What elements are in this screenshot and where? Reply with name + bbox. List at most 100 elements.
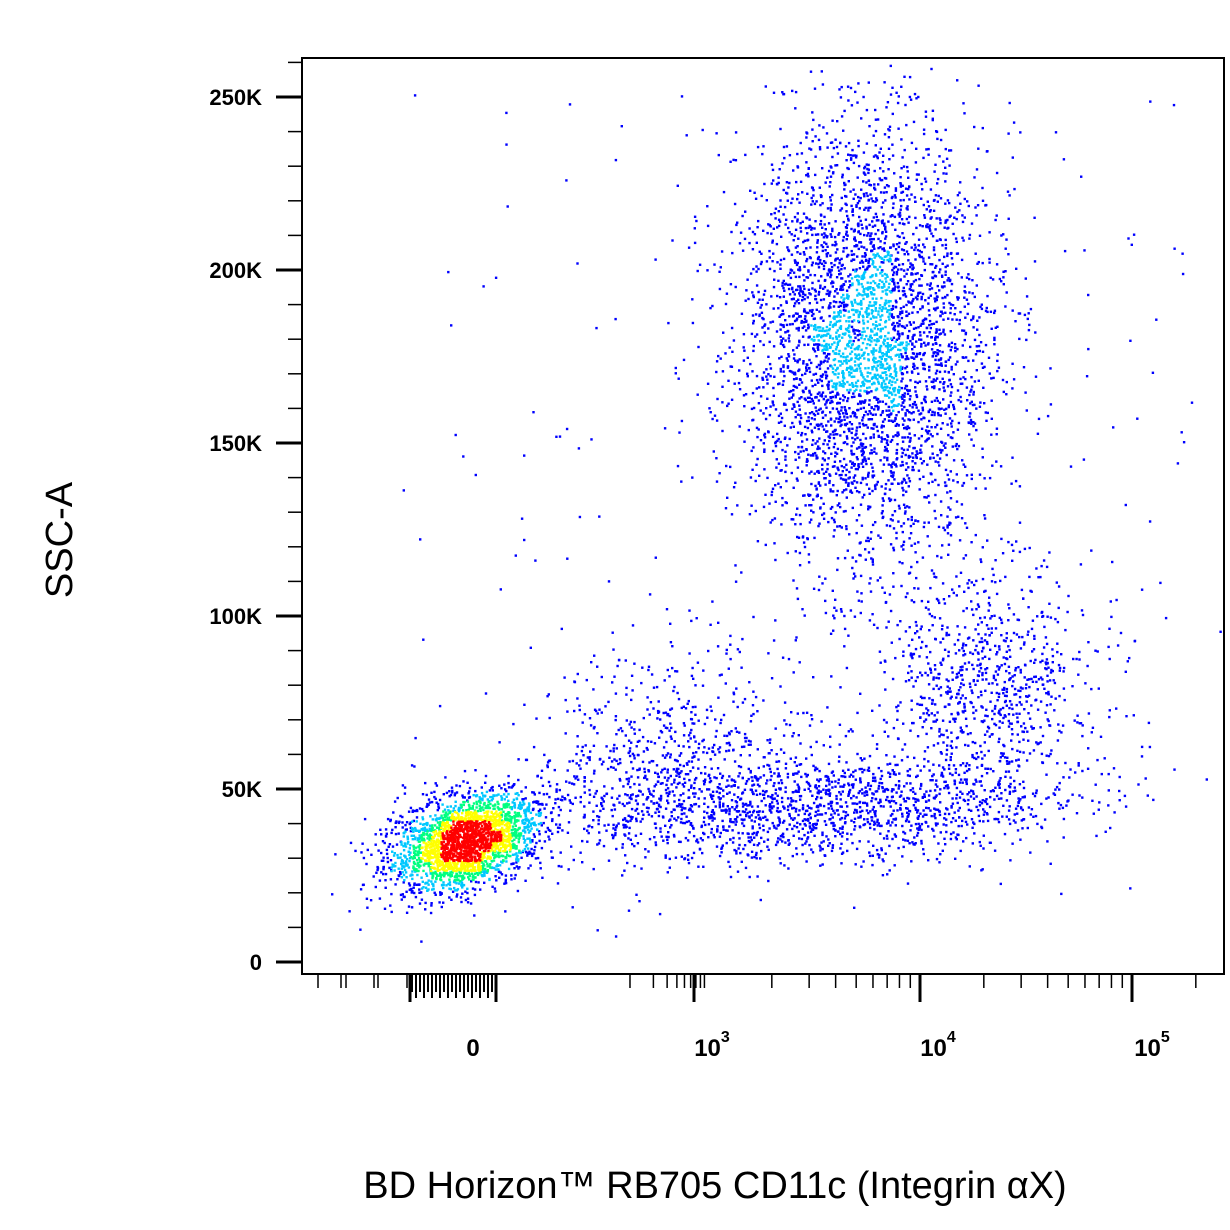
event-dot	[682, 358, 686, 362]
event-dot	[794, 416, 797, 419]
event-dot	[880, 769, 883, 773]
event-dot	[450, 324, 453, 327]
event-dot	[754, 789, 758, 792]
event-dot	[892, 726, 896, 730]
event-dot	[975, 780, 978, 783]
event-dot	[795, 477, 799, 480]
event-dot	[719, 266, 722, 269]
event-dot	[972, 705, 975, 709]
event-dot	[777, 307, 780, 310]
event-dot	[669, 708, 672, 711]
event-dot	[616, 797, 619, 800]
event-dot	[887, 185, 890, 188]
event-dot	[990, 631, 993, 634]
event-dot	[783, 205, 787, 209]
event-dot	[667, 835, 670, 839]
event-dot	[777, 414, 781, 418]
event-dot	[755, 284, 759, 287]
event-dot	[988, 634, 991, 637]
event-dot	[608, 756, 611, 759]
event-dot	[933, 297, 936, 300]
event-dot	[688, 609, 691, 612]
event-dot	[805, 247, 808, 250]
event-dot	[677, 377, 680, 380]
event-dot	[857, 599, 861, 602]
event-dot	[505, 111, 508, 115]
event-dot	[824, 234, 827, 237]
event-dot	[579, 759, 582, 762]
event-dot	[1018, 337, 1021, 341]
event-dot	[820, 275, 823, 278]
event-dot	[979, 401, 982, 404]
event-dot	[947, 506, 950, 509]
event-dot	[931, 452, 934, 455]
event-dot	[801, 608, 804, 611]
event-dot	[917, 238, 921, 241]
event-dot	[966, 200, 969, 203]
event-dot	[829, 507, 833, 510]
event-dot	[905, 123, 908, 127]
event-dot	[1055, 785, 1059, 789]
event-dot	[828, 481, 831, 485]
event-dot	[892, 474, 895, 477]
event-dot	[852, 572, 856, 575]
event-dot	[973, 783, 976, 786]
event-dot	[611, 787, 614, 790]
event-dot	[743, 745, 746, 748]
event-dot	[930, 614, 934, 618]
event-dot	[629, 720, 633, 724]
event-dot	[1046, 718, 1049, 721]
event-dot	[1091, 799, 1094, 802]
event-dot	[977, 623, 980, 626]
event-dot	[466, 901, 470, 904]
event-dot	[760, 260, 763, 264]
event-dot	[1019, 647, 1023, 650]
event-dot	[911, 653, 915, 656]
event-dot	[961, 792, 964, 795]
event-dot	[1034, 375, 1038, 378]
event-dot	[741, 776, 744, 780]
event-dot	[879, 178, 882, 182]
event-dot	[868, 506, 871, 509]
event-dot	[781, 284, 784, 287]
event-dot	[783, 402, 786, 406]
event-dot	[947, 317, 950, 320]
event-dot	[827, 169, 831, 173]
event-dot	[790, 269, 794, 272]
event-dot	[484, 774, 488, 778]
event-dot	[538, 791, 541, 795]
event-dot	[974, 533, 977, 537]
event-dot	[1054, 697, 1057, 700]
event-dot	[654, 556, 657, 559]
event-dot	[794, 523, 797, 526]
event-dot	[963, 626, 967, 629]
event-dot	[921, 640, 924, 644]
event-dot	[797, 369, 800, 373]
event-dot	[1016, 812, 1019, 815]
event-dot	[933, 386, 936, 390]
event-dot	[434, 782, 437, 785]
event-dot	[829, 488, 832, 491]
event-dot	[783, 374, 786, 378]
event-dot	[986, 539, 989, 542]
event-dot	[466, 897, 470, 900]
event-dot	[940, 733, 943, 736]
event-dot	[798, 201, 801, 204]
event-dot	[943, 408, 946, 411]
event-dot	[425, 793, 428, 797]
event-dot	[541, 784, 545, 787]
event-dot	[805, 757, 808, 760]
event-dot	[928, 376, 931, 379]
event-dot	[590, 438, 593, 441]
event-dot	[771, 320, 775, 323]
event-dot	[1181, 252, 1184, 255]
event-dot	[843, 188, 846, 191]
event-dot	[981, 657, 984, 660]
event-dot	[938, 457, 942, 460]
event-dot	[879, 824, 882, 828]
event-dot	[915, 97, 918, 100]
event-dot	[662, 746, 666, 749]
event-dot	[893, 172, 896, 175]
event-dot	[687, 734, 691, 737]
event-dot	[940, 364, 943, 367]
